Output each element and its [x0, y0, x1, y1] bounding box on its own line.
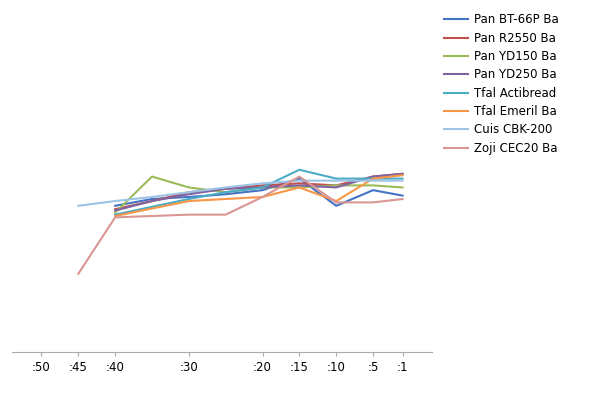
Pan BT-66P Ba	[332, 203, 340, 208]
Tfal Actibread	[332, 176, 340, 181]
Pan R2550 Ba	[332, 183, 340, 188]
Pan YD150 Ba	[259, 185, 266, 190]
Line: Zoji CEC20 Ba: Zoji CEC20 Ba	[79, 176, 403, 274]
Pan YD150 Ba	[399, 185, 406, 190]
Tfal Actibread	[296, 167, 303, 172]
Pan YD150 Ba	[185, 185, 193, 190]
Zoji CEC20 Ba	[75, 271, 82, 276]
Pan YD250 Ba	[399, 172, 406, 176]
Tfal Emeril Ba	[259, 194, 266, 199]
Pan YD150 Ba	[370, 183, 377, 188]
Pan YD150 Ba	[112, 210, 119, 215]
Pan R2550 Ba	[112, 207, 119, 212]
Cuis CBK-200	[185, 190, 193, 194]
Zoji CEC20 Ba	[185, 212, 193, 217]
Pan R2550 Ba	[185, 190, 193, 194]
Pan BT-66P Ba	[259, 188, 266, 192]
Line: Tfal Actibread: Tfal Actibread	[115, 170, 403, 215]
Pan YD150 Ba	[296, 185, 303, 190]
Line: Pan YD250 Ba: Pan YD250 Ba	[115, 174, 403, 210]
Cuis CBK-200	[75, 203, 82, 208]
Pan YD150 Ba	[222, 190, 229, 194]
Legend: Pan BT-66P Ba, Pan R2550 Ba, Pan YD150 Ba, Pan YD250 Ba, Tfal Actibread, Tfal Em: Pan BT-66P Ba, Pan R2550 Ba, Pan YD150 B…	[442, 11, 561, 157]
Cuis CBK-200	[399, 178, 406, 183]
Line: Tfal Emeril Ba: Tfal Emeril Ba	[115, 175, 403, 216]
Zoji CEC20 Ba	[370, 200, 377, 205]
Pan YD250 Ba	[259, 185, 266, 190]
Pan R2550 Ba	[399, 172, 406, 176]
Pan YD250 Ba	[222, 186, 229, 191]
Tfal Emeril Ba	[399, 173, 406, 178]
Line: Pan R2550 Ba: Pan R2550 Ba	[115, 174, 403, 209]
Tfal Actibread	[112, 212, 119, 217]
Tfal Emeril Ba	[332, 199, 340, 204]
Tfal Emeril Ba	[370, 176, 377, 181]
Pan BT-66P Ba	[112, 203, 119, 208]
Pan YD250 Ba	[370, 174, 377, 179]
Zoji CEC20 Ba	[399, 196, 406, 201]
Zoji CEC20 Ba	[259, 194, 266, 199]
Pan BT-66P Ba	[148, 196, 155, 201]
Line: Pan BT-66P Ba: Pan BT-66P Ba	[115, 178, 403, 206]
Tfal Actibread	[222, 190, 229, 194]
Pan YD250 Ba	[112, 208, 119, 213]
Cuis CBK-200	[112, 199, 119, 204]
Pan BT-66P Ba	[296, 176, 303, 181]
Cuis CBK-200	[259, 181, 266, 186]
Pan R2550 Ba	[259, 183, 266, 188]
Pan R2550 Ba	[370, 174, 377, 179]
Tfal Actibread	[370, 176, 377, 181]
Pan YD250 Ba	[332, 185, 340, 190]
Zoji CEC20 Ba	[222, 212, 229, 217]
Tfal Emeril Ba	[185, 199, 193, 204]
Pan YD250 Ba	[185, 192, 193, 197]
Pan YD150 Ba	[332, 183, 340, 188]
Zoji CEC20 Ba	[332, 200, 340, 205]
Pan YD150 Ba	[148, 174, 155, 179]
Pan R2550 Ba	[296, 181, 303, 186]
Pan BT-66P Ba	[399, 193, 406, 198]
Line: Pan YD150 Ba: Pan YD150 Ba	[115, 176, 403, 213]
Pan BT-66P Ba	[370, 188, 377, 192]
Zoji CEC20 Ba	[296, 174, 303, 179]
Zoji CEC20 Ba	[112, 215, 119, 220]
Cuis CBK-200	[148, 194, 155, 199]
Tfal Emeril Ba	[296, 185, 303, 190]
Tfal Emeril Ba	[112, 214, 119, 218]
Pan YD250 Ba	[148, 199, 155, 204]
Cuis CBK-200	[296, 178, 303, 183]
Cuis CBK-200	[332, 178, 340, 183]
Cuis CBK-200	[370, 178, 377, 183]
Pan BT-66P Ba	[222, 192, 229, 197]
Line: Cuis CBK-200: Cuis CBK-200	[79, 181, 403, 206]
Pan R2550 Ba	[222, 186, 229, 191]
Cuis CBK-200	[222, 185, 229, 190]
Pan BT-66P Ba	[185, 194, 193, 199]
Tfal Actibread	[399, 176, 406, 181]
Tfal Emeril Ba	[222, 196, 229, 201]
Pan YD250 Ba	[296, 183, 303, 188]
Tfal Actibread	[259, 185, 266, 190]
Tfal Actibread	[185, 196, 193, 201]
Pan R2550 Ba	[148, 199, 155, 204]
